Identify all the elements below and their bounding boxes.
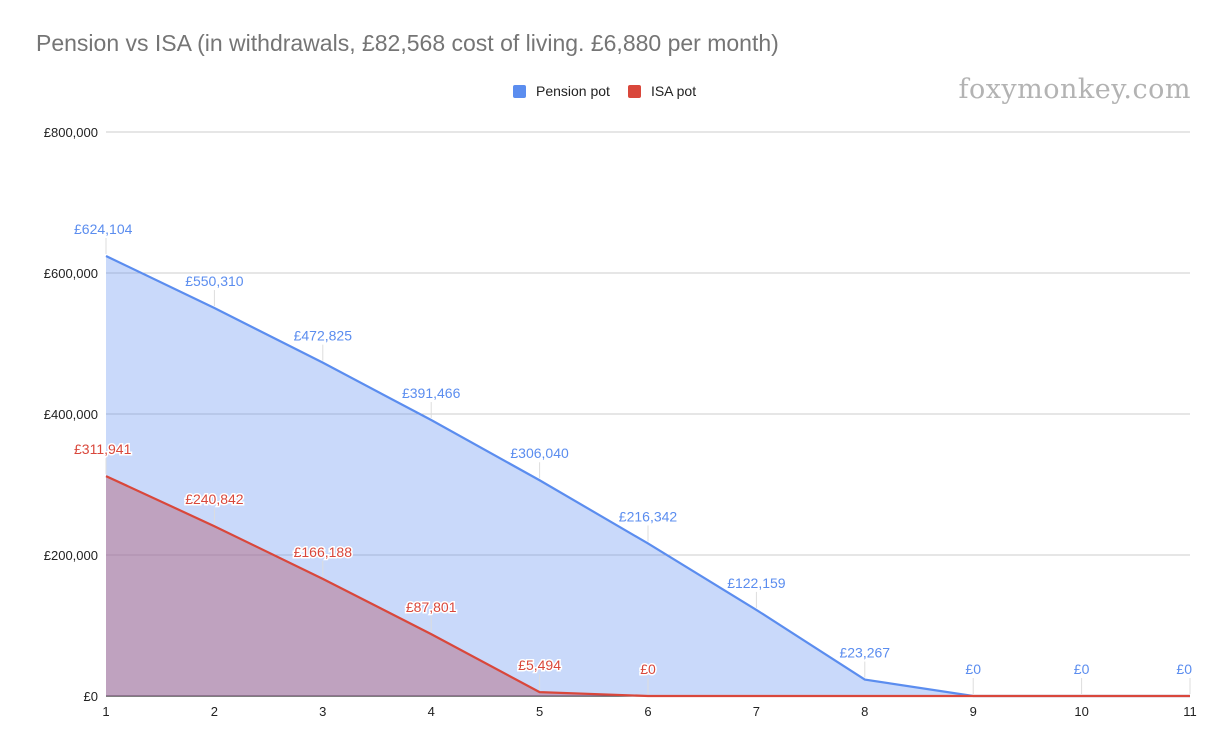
x-tick-label: 7 [753,704,760,719]
legend-label-isa: ISA pot [650,83,697,99]
data-label: £306,040 [510,445,569,461]
legend-label-pension: Pension pot [536,83,610,99]
y-tick-label: £0 [84,689,98,704]
chart-legend: Pension pot ISA pot [513,83,714,99]
data-label: £122,159 [727,575,786,591]
x-tick-label: 10 [1074,704,1088,719]
x-tick-label: 1 [102,704,109,719]
data-label: £23,267 [839,645,890,661]
data-label: £624,104 [74,221,133,237]
data-label: £472,825 [294,328,353,344]
series-area-isa [106,476,1190,696]
watermark-text: foxymonkey.com [958,74,1191,105]
x-tick-label: 4 [428,704,435,719]
legend-item-pension[interactable]: Pension pot [513,83,610,99]
x-tick-label: 3 [319,704,326,719]
data-label: £0 [640,661,656,677]
data-label: £240,842 [185,491,244,507]
x-tick-label: 2 [211,704,218,719]
data-label: £0 [1176,661,1192,677]
y-tick-label: £600,000 [44,266,98,281]
series-area-pension [106,256,1190,696]
x-tick-label: 9 [970,704,977,719]
data-label: £0 [1074,661,1090,677]
data-label: £311,941 [74,441,132,457]
x-tick-label: 6 [644,704,651,719]
data-label: £550,310 [185,273,244,289]
legend-swatch-isa [627,84,641,98]
x-tick-label: 5 [536,704,543,719]
y-tick-label: £200,000 [44,548,98,563]
y-tick-label: £400,000 [44,407,98,422]
y-tick-label: £800,000 [44,125,98,140]
legend-item-isa[interactable]: ISA pot [627,83,697,99]
data-label: £0 [965,661,981,677]
series-line-isa [105,475,1190,698]
data-label: £216,342 [619,508,678,524]
data-label: £5,494 [518,657,561,673]
legend-swatch-pension [513,84,526,98]
x-tick-label: 8 [861,704,868,719]
chart-title: Pension vs ISA (in withdrawals, £82,568 … [36,30,779,56]
data-label: £391,466 [402,385,461,401]
data-label: £166,188 [294,544,353,560]
x-tick-label: 11 [1183,704,1197,719]
data-label: £87,801 [406,599,457,615]
